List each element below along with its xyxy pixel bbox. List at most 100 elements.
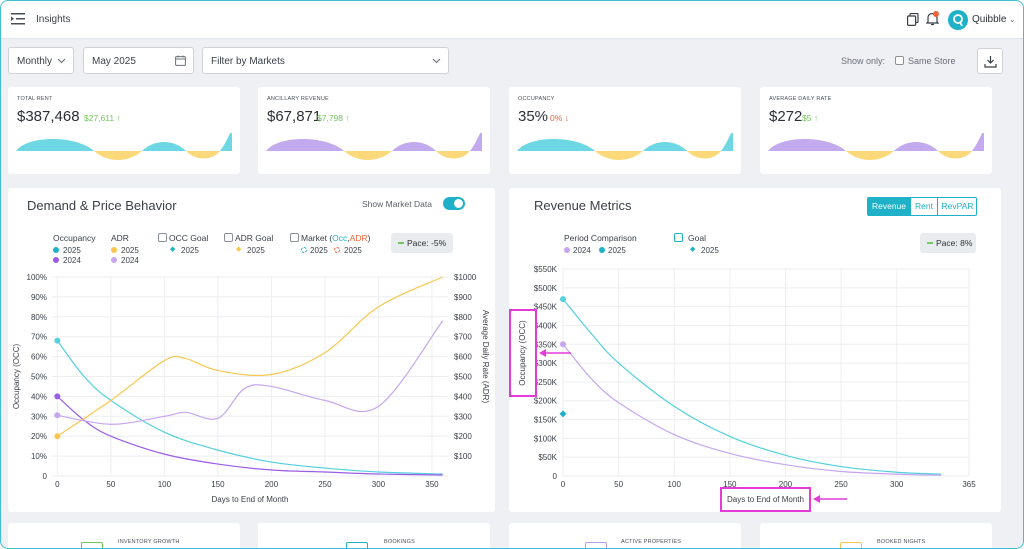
legend-goal[interactable]: Goal — [688, 233, 706, 243]
copy-icon[interactable] — [907, 13, 919, 26]
legend-dot — [53, 247, 59, 253]
x-tick-label: 200 — [265, 480, 279, 489]
show-only-label: Show only: — [841, 56, 886, 66]
account-name[interactable]: Quibble — [972, 14, 1007, 25]
y-tick-label: 0 — [43, 472, 48, 481]
show-market-data-toggle[interactable] — [443, 197, 465, 210]
series-line — [562, 343, 942, 476]
y2-axis-label: Average Daily Rate (ADR) — [481, 310, 490, 404]
kpi-label: AVERAGE DAILY RATE — [769, 96, 832, 102]
calendar-icon — [175, 55, 186, 66]
kpi-value: $387,468 — [17, 108, 80, 125]
legend-occ-goal[interactable]: OCC Goal — [169, 233, 209, 243]
legend-period-comparison[interactable]: Period Comparison — [564, 233, 637, 243]
sparkline-peak — [721, 133, 733, 151]
sparkline-dip — [94, 151, 142, 160]
x-tick-label: 250 — [834, 480, 848, 489]
period-select[interactable]: Monthly — [8, 47, 74, 74]
x-tick-label: 150 — [723, 480, 737, 489]
tab-revpar[interactable]: RevPAR — [937, 198, 977, 215]
y-tick-label: $350K — [534, 340, 558, 349]
download-icon — [984, 56, 997, 68]
kpi-label: TOTAL RENT — [17, 96, 53, 102]
y-tick-label: 90% — [31, 293, 47, 302]
y-axis-label: Occupancy (OCC) — [12, 343, 21, 409]
sparkline-peak — [894, 142, 938, 151]
legend-dot — [334, 247, 340, 253]
legend-year: 2025 — [608, 246, 626, 255]
sparkline-peak — [16, 139, 94, 151]
kpi-card-bookings: BOOKINGS — [258, 523, 490, 548]
kpi-label: INVENTORY GROWTH — [118, 539, 180, 545]
y2-tick-label: $900 — [454, 293, 472, 302]
month-picker-value: May 2025 — [92, 56, 136, 67]
brand-logo-icon[interactable] — [948, 10, 968, 30]
adr-goal-checkbox[interactable] — [224, 233, 233, 242]
chevron-down-icon[interactable]: ⌄ — [1009, 15, 1016, 24]
bell-icon[interactable] — [926, 12, 939, 26]
series-line — [56, 395, 443, 476]
legend-dot — [301, 247, 307, 253]
download-button[interactable] — [977, 48, 1003, 74]
market-checkbox[interactable] — [290, 233, 299, 242]
pace-text: Pace: 8% — [936, 238, 973, 248]
markets-filter[interactable]: Filter by Markets — [202, 47, 449, 74]
y2-tick-label: $800 — [454, 313, 472, 322]
top-bar: Insights Quibble ⌄ — [1, 1, 1023, 39]
x-axis-label: Days to End of Month — [212, 495, 289, 504]
y-axis-label-highlight — [509, 309, 537, 397]
sparkline-peak — [392, 142, 436, 151]
x-tick-label: 365 — [962, 480, 976, 489]
legend-market-label: Market ( — [301, 233, 333, 243]
y-tick-label: $550K — [534, 265, 558, 274]
y-tick-label: 60% — [31, 353, 47, 362]
y2-tick-label: $600 — [454, 353, 472, 362]
kpi-label: ANCILLARY REVENUE — [267, 96, 329, 102]
occ-goal-checkbox[interactable] — [158, 233, 167, 242]
sparkline-dip — [186, 151, 220, 159]
goal-checkbox[interactable] — [674, 233, 683, 242]
same-store-checkbox[interactable] — [895, 56, 904, 65]
sparkline-peak — [266, 139, 344, 151]
x-tick-label: 50 — [614, 480, 623, 489]
kpi-card-average-daily-rate: AVERAGE DAILY RATE $272 $5 ↑ — [760, 87, 992, 174]
kpi-sparkline — [266, 133, 482, 160]
pace-indicator — [927, 242, 933, 244]
series-line — [562, 298, 942, 475]
inventory-growth-icon — [81, 542, 103, 548]
same-store-label[interactable]: Same Store — [908, 56, 956, 66]
y-tick-label: $450K — [534, 303, 558, 312]
tab-revenue[interactable]: Revenue — [868, 198, 910, 215]
markets-filter-placeholder: Filter by Markets — [211, 56, 285, 67]
x-tick-label: 0 — [55, 480, 60, 489]
y2-tick-label: $500 — [454, 373, 472, 382]
kpi-label: BOOKINGS — [384, 539, 415, 545]
kpi-card-booked-nights: BOOKED NIGHTS — [760, 523, 992, 548]
kpi-label: BOOKED NIGHTS — [877, 539, 926, 545]
diamond-icon: ◆ — [236, 246, 242, 253]
x-tick-label: 150 — [211, 480, 225, 489]
show-market-data-label: Show Market Data — [362, 199, 432, 209]
kpi-value: $272 — [769, 108, 803, 125]
x-tick-label: 100 — [668, 480, 682, 489]
kpi-change: $7,798 ↑ — [317, 113, 350, 123]
sparkline-peak — [972, 133, 984, 151]
legend-market-occ: Occ — [332, 233, 348, 243]
series-line — [57, 276, 443, 437]
kpi-card-total-rent: TOTAL RENT $387,468 $27,611 ↑ — [8, 87, 240, 174]
menu-icon[interactable] — [11, 13, 25, 25]
goal-marker — [559, 410, 567, 418]
legend-adr[interactable]: ADR — [111, 233, 129, 243]
x-tick-label: 100 — [158, 480, 172, 489]
legend-adr-goal[interactable]: ADR Goal — [235, 233, 274, 243]
sparkline-dip — [436, 151, 470, 159]
kpi-card-inventory-growth: INVENTORY GROWTH — [8, 523, 240, 548]
tab-rent[interactable]: Rent — [910, 198, 937, 215]
legend-market[interactable]: Market (Occ,ADR) — [301, 233, 370, 243]
legend-occupancy[interactable]: Occupancy — [53, 233, 96, 243]
legend-year: 2024 — [573, 246, 591, 255]
series-line — [56, 340, 443, 475]
month-picker[interactable]: May 2025 — [83, 47, 194, 74]
legend-dot — [599, 247, 605, 253]
